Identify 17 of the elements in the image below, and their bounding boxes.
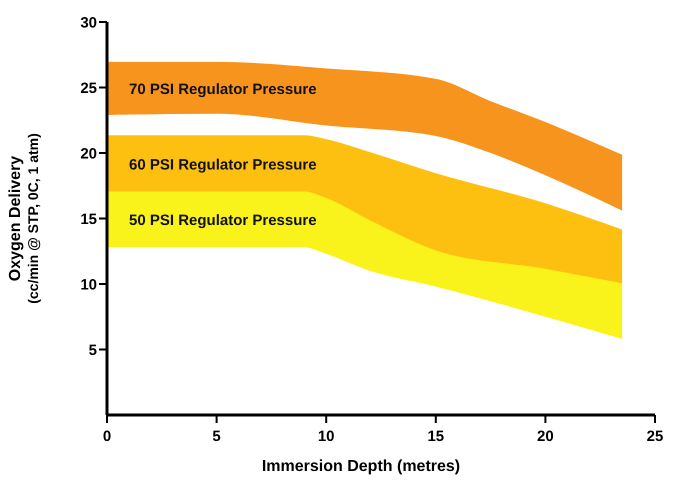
x-tick-label: 15 bbox=[427, 428, 444, 445]
y-tick-label: 25 bbox=[80, 80, 97, 97]
series-label: 70 PSI Regulator Pressure bbox=[129, 81, 317, 98]
y-tick-label: 10 bbox=[80, 276, 97, 294]
y-tick-label: 30 bbox=[80, 14, 97, 32]
x-tick-label: 25 bbox=[646, 428, 664, 445]
x-tick-label: 5 bbox=[212, 428, 221, 445]
x-tick-label: 0 bbox=[102, 428, 112, 445]
y-axis-title: Oxygen Delivery (cc/min @ STP, 0C, 1 atm) bbox=[7, 133, 41, 304]
x-tick-label: 10 bbox=[318, 428, 335, 445]
y-tick-label: 15 bbox=[80, 210, 97, 228]
y-tick-label: 5 bbox=[88, 342, 97, 359]
x-tick-label: 20 bbox=[537, 428, 554, 445]
series-label: 60 PSI Regulator Pressure bbox=[129, 156, 317, 174]
series-label: 50 PSI Regulator Pressure bbox=[129, 212, 317, 230]
x-axis-title: Immersion Depth (metres) bbox=[262, 458, 460, 475]
y-tick-label: 20 bbox=[80, 145, 97, 162]
